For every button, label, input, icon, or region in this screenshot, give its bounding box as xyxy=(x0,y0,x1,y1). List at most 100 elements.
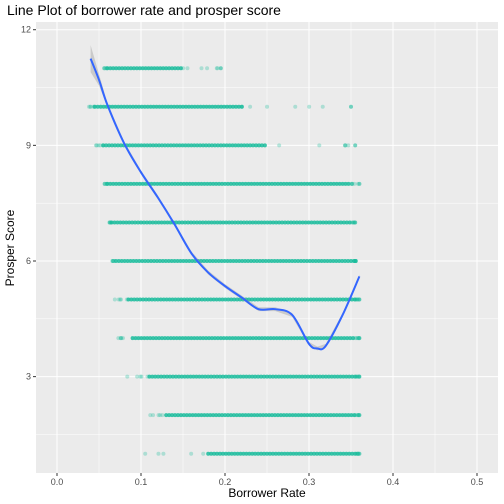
data-point xyxy=(174,336,179,341)
data-point xyxy=(349,104,353,109)
data-point xyxy=(108,66,113,71)
data-point xyxy=(340,413,345,418)
data-point xyxy=(353,143,358,148)
data-point xyxy=(201,143,206,148)
data-point xyxy=(317,297,322,302)
data-point xyxy=(210,258,215,263)
data-points xyxy=(86,66,362,456)
data-point xyxy=(167,181,172,186)
data-point xyxy=(239,104,244,109)
y-tick-label: 3 xyxy=(26,372,31,382)
data-point xyxy=(143,66,148,71)
data-point xyxy=(206,451,211,456)
data-point xyxy=(143,181,148,186)
data-point xyxy=(261,181,266,186)
data-point xyxy=(178,104,183,109)
data-point xyxy=(109,220,114,225)
data-point xyxy=(334,181,339,186)
data-point xyxy=(297,374,302,379)
data-point xyxy=(336,336,341,341)
data-point xyxy=(348,336,353,341)
data-point xyxy=(275,181,280,186)
data-point xyxy=(102,181,107,186)
data-point xyxy=(102,66,107,71)
data-point xyxy=(217,297,222,302)
data-point xyxy=(261,297,266,302)
data-point xyxy=(174,220,179,225)
data-point xyxy=(104,143,109,148)
data-point xyxy=(268,220,273,225)
data-point xyxy=(119,297,124,302)
data-point xyxy=(165,374,170,379)
data-point xyxy=(279,374,284,379)
data-point xyxy=(246,258,251,263)
data-point xyxy=(345,336,350,341)
data-point xyxy=(343,181,348,186)
data-point xyxy=(127,143,132,148)
data-point xyxy=(241,220,246,225)
data-point xyxy=(241,451,246,456)
data-point xyxy=(138,297,143,302)
data-point xyxy=(110,143,115,148)
data-point xyxy=(228,104,233,109)
data-point xyxy=(151,143,156,148)
data-point xyxy=(264,181,269,186)
data-point xyxy=(265,451,269,456)
data-point xyxy=(118,297,123,302)
data-point xyxy=(257,143,262,148)
data-point xyxy=(118,220,123,225)
data-point xyxy=(175,413,180,418)
data-point xyxy=(111,258,116,263)
data-point xyxy=(172,258,177,263)
data-point xyxy=(181,66,186,71)
data-point xyxy=(242,336,247,341)
data-point xyxy=(191,297,196,302)
data-point xyxy=(215,220,220,225)
data-point xyxy=(133,220,138,225)
data-point xyxy=(181,104,185,109)
data-point xyxy=(353,336,358,341)
data-point xyxy=(275,258,280,263)
data-point xyxy=(326,451,331,456)
data-point xyxy=(250,374,255,379)
data-point xyxy=(311,297,316,302)
data-point xyxy=(164,66,169,71)
data-point xyxy=(277,336,282,341)
data-point xyxy=(114,66,119,71)
data-point xyxy=(207,104,212,109)
data-point xyxy=(350,374,355,379)
data-point xyxy=(244,220,249,225)
data-point xyxy=(303,374,308,379)
data-point xyxy=(338,297,343,302)
data-point xyxy=(338,220,343,225)
data-point xyxy=(215,336,220,341)
data-point xyxy=(92,104,97,109)
data-point xyxy=(104,181,109,186)
data-point xyxy=(94,143,99,148)
data-point xyxy=(220,374,225,379)
data-point xyxy=(196,297,201,302)
data-point xyxy=(317,413,322,418)
data-point xyxy=(343,143,348,148)
data-point xyxy=(344,220,349,225)
data-point xyxy=(201,336,206,341)
data-point xyxy=(227,220,232,225)
data-point xyxy=(212,220,217,225)
data-point xyxy=(332,374,337,379)
data-point xyxy=(326,297,331,302)
data-point xyxy=(211,413,216,418)
data-point xyxy=(121,220,126,225)
data-point xyxy=(225,181,230,186)
data-point xyxy=(328,413,333,418)
data-point xyxy=(349,413,354,418)
data-point xyxy=(145,336,150,341)
data-point xyxy=(333,220,338,225)
data-point xyxy=(146,297,151,302)
data-point xyxy=(337,258,342,263)
data-point xyxy=(120,336,125,341)
data-point xyxy=(347,451,352,456)
data-point xyxy=(171,336,176,341)
data-point xyxy=(162,220,167,225)
data-point xyxy=(212,451,217,456)
y-tick-label: 12 xyxy=(21,25,31,35)
